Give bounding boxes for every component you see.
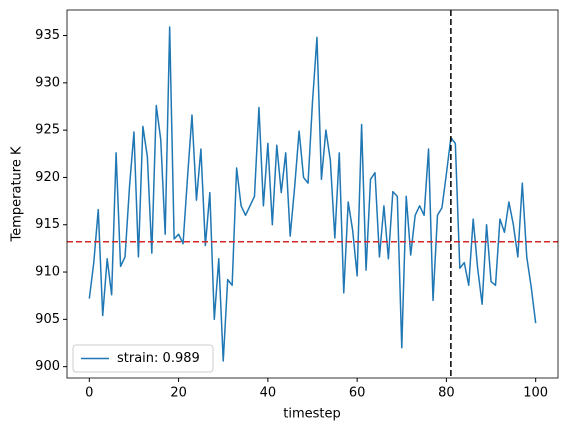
y-tick-label: 925 — [35, 123, 60, 138]
x-tick-label: 60 — [349, 386, 366, 401]
x-tick-label: 20 — [170, 386, 187, 401]
data-line — [88, 26, 537, 362]
x-tick-label: 0 — [85, 386, 93, 401]
plot-frame — [66, 9, 559, 379]
x-tick-label: 100 — [523, 386, 548, 401]
x-tick-label: 80 — [438, 386, 455, 401]
y-tick-label: 915 — [35, 217, 60, 232]
y-tick-label: 920 — [35, 170, 60, 185]
x-axis-label: timestep — [283, 407, 341, 422]
y-axis-label: Temperature K — [10, 146, 25, 242]
legend-label: strain: 0.989 — [117, 351, 200, 366]
y-tick-label: 935 — [35, 28, 60, 43]
x-tick-label: 40 — [260, 386, 277, 401]
y-tick-label: 930 — [35, 75, 60, 90]
legend-box — [72, 344, 214, 373]
y-tick-label: 900 — [35, 359, 60, 374]
y-tick-label: 910 — [35, 265, 60, 280]
y-tick-label: 905 — [35, 312, 60, 327]
